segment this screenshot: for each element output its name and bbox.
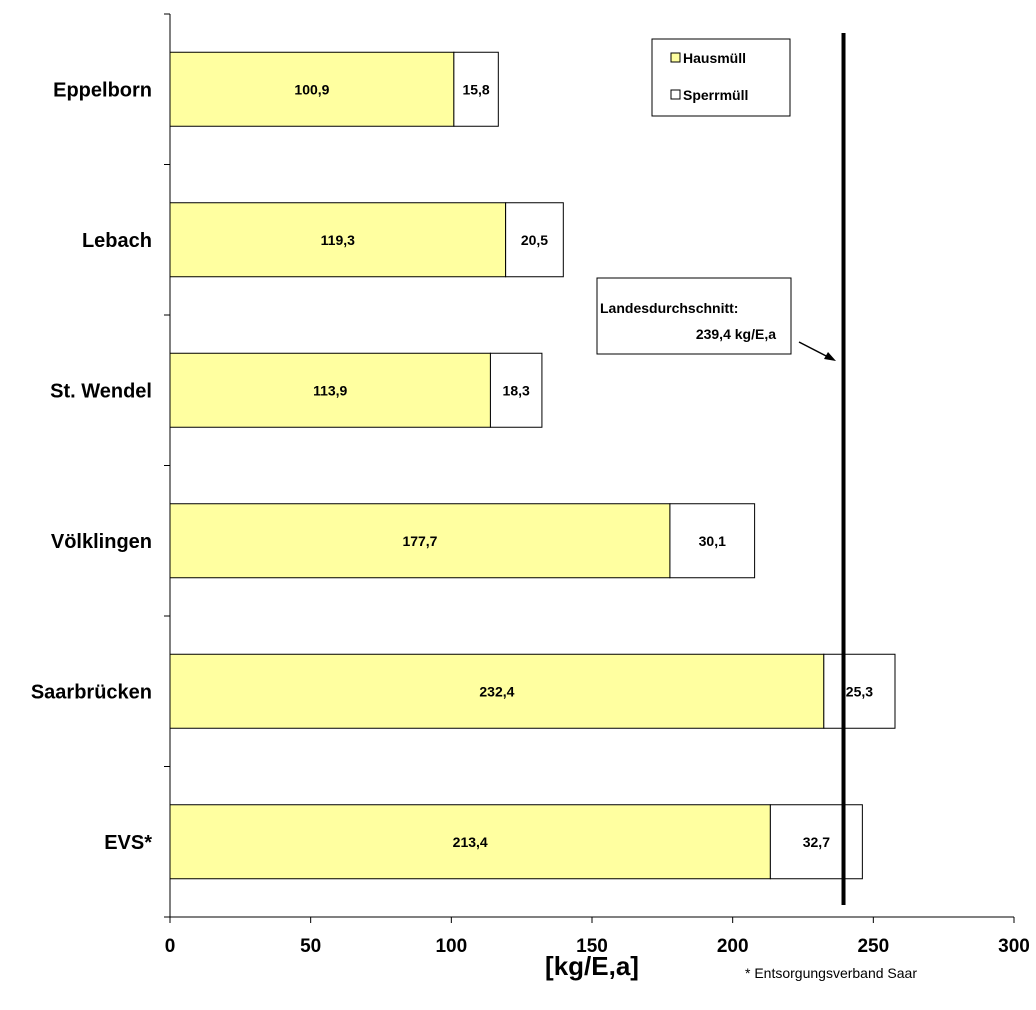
bar-hausmuell <box>169 804 771 880</box>
legend-box <box>651 38 791 117</box>
x-tick-label: 150 <box>576 936 608 957</box>
legend-swatch-hausmuell <box>670 52 681 63</box>
data-label-hausmuell: 213,4 <box>453 834 488 850</box>
bar-sperrmuell <box>823 653 896 729</box>
data-label-hausmuell: 113,9 <box>313 382 347 398</box>
x-tick-label: 50 <box>300 936 321 957</box>
axes: 0 50 100 150 200 250 300 <box>164 13 1030 957</box>
legend: Hausmüll Sperrmüll <box>651 38 791 117</box>
bar-hausmuell <box>169 51 455 127</box>
data-label-hausmuell: 177,7 <box>402 533 437 549</box>
bar-hausmuell <box>169 202 507 278</box>
labels: 100,9 15,8 Eppelborn 119,3 20,5 Lebach 113,9 18… <box>31 79 873 854</box>
bar-sperrmuell <box>769 804 863 880</box>
reference-annotation: Landesdurchschnitt: 239,4 kg/E,a <box>596 277 836 361</box>
data-label-hausmuell: 232,4 <box>479 683 514 699</box>
bar-hausmuell <box>169 653 825 729</box>
data-label-sperrmuell: 18,3 <box>503 382 530 398</box>
bar-hausmuell <box>169 352 491 428</box>
category-label: Saarbrücken <box>31 681 152 703</box>
bar-sperrmuell <box>489 352 543 428</box>
legend-label-hausmuell: Hausmüll <box>683 50 746 66</box>
category-label: Völklingen <box>51 531 152 553</box>
bars <box>169 51 896 880</box>
x-tick-label: 0 <box>165 936 176 957</box>
x-tick-label: 200 <box>717 936 749 957</box>
data-label-hausmuell: 119,3 <box>321 232 355 248</box>
bar-hausmuell <box>169 503 671 579</box>
data-label-sperrmuell: 25,3 <box>846 683 873 699</box>
x-tick-label: 100 <box>435 936 467 957</box>
footnote: * Entsorgungsverband Saar <box>745 965 917 981</box>
data-label-hausmuell: 100,9 <box>294 81 329 97</box>
category-label: Lebach <box>82 230 152 252</box>
annotation-box <box>596 277 792 355</box>
x-tick-label: 300 <box>998 936 1030 957</box>
annotation-arrow-head <box>824 352 836 361</box>
x-axis-title: [kg/E,a] <box>545 951 639 981</box>
data-label-sperrmuell: 15,8 <box>462 81 489 97</box>
annotation-line-2: 239,4 kg/E,a <box>696 326 776 342</box>
data-label-sperrmuell: 32,7 <box>803 834 830 850</box>
annotation-line-1: Landesdurchschnitt: <box>600 300 738 316</box>
data-label-sperrmuell: 30,1 <box>699 533 726 549</box>
legend-swatch-sperrmuell <box>670 89 681 100</box>
x-tick-label: 250 <box>857 936 889 957</box>
data-label-sperrmuell: 20,5 <box>521 232 548 248</box>
bar-sperrmuell <box>505 202 564 278</box>
category-label: EVS* <box>104 832 152 854</box>
category-label: Eppelborn <box>53 79 152 101</box>
bar-sperrmuell <box>669 503 756 579</box>
legend-label-sperrmuell: Sperrmüll <box>683 87 748 103</box>
bar-sperrmuell <box>453 51 499 127</box>
category-label: St. Wendel <box>50 380 152 402</box>
